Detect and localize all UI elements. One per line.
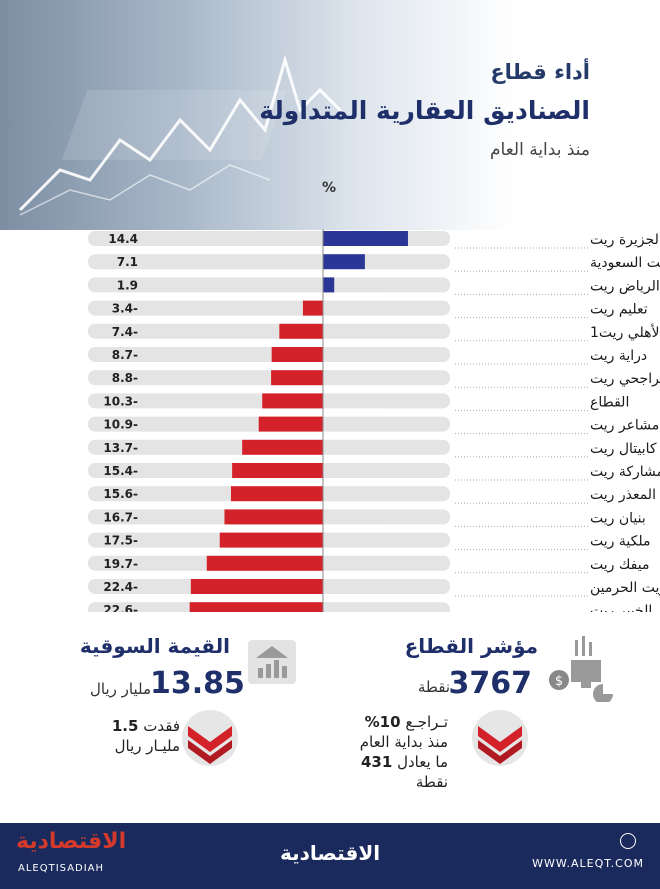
summary-panels: مؤشر القطاع 3767 نقطة $ تـراجـع 10% منذ … [0, 612, 660, 822]
bar [189, 602, 323, 612]
website-link[interactable]: WWW.ALEQT.COM [532, 857, 644, 870]
value-label: 10.3- [103, 394, 138, 408]
category-label: الجزيرة ريت [590, 232, 660, 248]
bar [271, 347, 323, 362]
bar [190, 579, 323, 594]
lost-unit: مليـار ريال [114, 737, 180, 755]
bar [258, 416, 323, 432]
title-line-2: الصناديق العقارية المتداولة [259, 96, 590, 125]
category-label: المعذر ريت [590, 487, 656, 503]
bar-track [88, 323, 450, 339]
chart-titles: أداء قطاع الصناديق العقارية المتداولة من… [259, 58, 590, 164]
bar [271, 370, 323, 386]
bar-track [88, 277, 450, 293]
bar-chart: 14.4 الجزيرة ريت 7.1 جدوى ريت السعودية 1.9 ال… [88, 229, 660, 612]
market-value-unit: مليار ريال [90, 680, 151, 698]
lost-value: 1.5 [111, 717, 139, 735]
bar-track [88, 300, 450, 316]
svg-text:$: $ [555, 674, 563, 689]
sector-index-value: 3767 [448, 666, 533, 701]
sector-decline-note: تـراجـع 10% منذ بداية العام ما يعادل 431… [288, 712, 448, 792]
value-label: 13.7- [103, 441, 138, 455]
value-label: 17.5- [103, 534, 138, 548]
category-label: ميفك ريت [590, 557, 649, 573]
bar [279, 323, 323, 339]
globe-icon [620, 833, 636, 849]
value-label: 22.4- [103, 580, 138, 594]
bar-track [88, 347, 450, 362]
category-label: بنيان ريت [590, 510, 646, 526]
equal-value: 431 [360, 753, 393, 771]
category-label: مشاعر ريت [590, 418, 659, 434]
lost-prefix: فقدت [143, 717, 180, 735]
value-label: 10.9- [103, 418, 138, 432]
value-label: 7.1 [117, 255, 138, 269]
brand-logo-left-en: ALEQTISADIAH [18, 863, 105, 874]
bar [302, 300, 323, 316]
bar [262, 393, 323, 409]
category-label: الأهلي ريت1 [590, 323, 660, 341]
category-label: ملكية ريت [590, 534, 650, 550]
category-label: الراجحي ريت [590, 371, 660, 387]
bar [232, 463, 323, 478]
stock-chart-illustration [18, 54, 347, 216]
value-label: 14.4 [108, 232, 138, 246]
down-arrow-icon [472, 710, 528, 766]
bar [323, 231, 408, 246]
market-lost-note: فقدت 1.5 مليـار ريال [90, 716, 180, 756]
value-label: 8.8- [112, 371, 138, 385]
value-label: 15.6- [103, 487, 138, 501]
bar [206, 555, 323, 571]
equal-unit: نقطة [415, 773, 448, 791]
category-label: الرياض ريت [590, 278, 660, 294]
market-value-title: القيمة السوقية [79, 634, 230, 658]
category-label: جدوى ريت الحرمين [590, 580, 660, 596]
title-line-1: أداء قطاع [490, 60, 590, 84]
category-label: دراية ريت [590, 348, 647, 364]
value-label: 19.7- [103, 557, 138, 571]
market-value-number: 13.85 [150, 666, 245, 701]
footer-bar: الاقتصادية ALEQTISADIAH الاقتصادية WWW.A… [0, 823, 660, 889]
value-label: 15.4- [103, 464, 138, 478]
equal-prefix: ما يعادل [397, 753, 448, 771]
sector-index-unit: نقطة [417, 678, 450, 696]
decline-prefix: تـراجـع [405, 713, 448, 731]
bar [224, 509, 323, 525]
value-label: 16.7- [103, 510, 138, 524]
unit-label: % [322, 180, 337, 196]
value-label: 22.6- [103, 603, 138, 612]
since-text: منذ بداية العام [359, 733, 448, 751]
brand-logo-center: الاقتصادية [280, 841, 381, 865]
sector-index-title: مؤشر القطاع [404, 634, 538, 658]
category-label: الخبير ريت [590, 603, 652, 612]
category-label: سدكو كابيتال ريت [590, 441, 660, 457]
bar-track [88, 370, 450, 386]
value-label: 1.9 [117, 278, 138, 292]
value-label: 3.4- [112, 302, 138, 316]
down-arrow-icon-2 [182, 710, 238, 766]
brand-logo-left: الاقتصادية [16, 829, 127, 854]
bar [219, 532, 323, 548]
category-label: القطاع [590, 394, 629, 410]
building-chart-icon [248, 640, 296, 684]
title-line-3: منذ بداية العام [490, 140, 590, 160]
analytics-icon: $ [549, 636, 613, 702]
bar [230, 486, 323, 502]
hero-image [0, 0, 660, 230]
value-label: 8.7- [112, 348, 138, 362]
bar [323, 277, 335, 293]
decline-value: 10% [364, 713, 401, 731]
category-label: مشاركة ريت [590, 464, 660, 480]
bar [323, 254, 365, 270]
category-label: جدوى ريت السعودية [590, 255, 660, 271]
bar [242, 439, 323, 455]
category-label: تعليم ريت [590, 302, 648, 318]
value-label: 7.4- [112, 325, 138, 339]
bar-track [88, 254, 450, 270]
